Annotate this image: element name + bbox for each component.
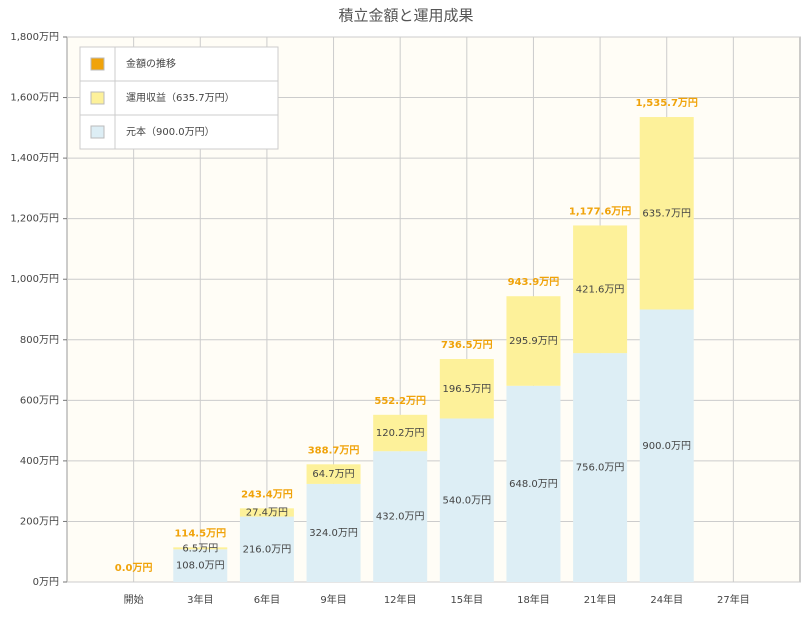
bar-segment (506, 296, 561, 386)
total-label: 552.2万円 (374, 395, 426, 407)
y-tick-label: 1,000万円 (10, 274, 59, 285)
segment-label: 120.2万円 (376, 428, 425, 439)
bar-segment (506, 385, 561, 582)
segment-label: 216.0万円 (243, 544, 292, 555)
x-tick-label: 6年目 (254, 593, 280, 606)
bar-segment (639, 117, 694, 310)
y-tick-label: 600万円 (20, 395, 59, 406)
bar-segment (306, 483, 361, 582)
x-tick-label: 開始 (124, 593, 144, 606)
chart-title: 積立金額と運用成果 (338, 7, 473, 25)
y-tick-label: 1,400万円 (10, 153, 59, 164)
y-tick-label: 1,800万円 (10, 32, 59, 43)
x-tick-label: 9年目 (320, 593, 346, 606)
segment-label: 432.0万円 (376, 512, 425, 523)
segment-label: 900.0万円 (642, 441, 691, 452)
legend-label: 運用収益（635.7万円） (126, 91, 235, 104)
legend-label: 元本（900.0万円） (126, 125, 215, 138)
bar-segment (173, 549, 228, 582)
total-label: 243.4万円 (241, 488, 293, 500)
legend-label: 金額の推移 (126, 57, 176, 70)
segment-label: 27.4万円 (246, 507, 288, 518)
bar-segment (373, 451, 428, 582)
segment-label: 6.5万円 (182, 543, 218, 554)
x-tick-label: 15年目 (450, 593, 483, 606)
x-tick-label: 3年目 (187, 593, 213, 606)
segment-label: 756.0万円 (576, 463, 625, 474)
x-tick-label: 12年目 (384, 593, 417, 606)
bar-segment (639, 309, 694, 582)
bar-segment (239, 508, 294, 517)
y-tick-label: 0万円 (33, 577, 59, 588)
segment-label: 64.7万円 (312, 469, 354, 480)
y-tick-label: 1,600万円 (10, 93, 59, 104)
segment-label: 540.0万円 (442, 495, 491, 506)
y-tick-label: 1,200万円 (10, 214, 59, 225)
bar-segment (173, 547, 228, 550)
segment-label: 635.7万円 (642, 208, 691, 219)
total-label: 0.0万円 (115, 562, 153, 574)
segment-label: 108.0万円 (176, 561, 225, 572)
x-tick-label: 18年目 (517, 593, 550, 606)
x-tick-label: 24年目 (650, 593, 683, 606)
bar-segment (306, 464, 361, 484)
bar-segment (439, 418, 494, 582)
segment-label: 196.5万円 (442, 384, 491, 395)
segment-label: 324.0万円 (309, 528, 358, 539)
total-label: 1,177.6万円 (569, 205, 631, 217)
bar-segment (573, 225, 628, 354)
y-tick-label: 800万円 (20, 335, 59, 346)
total-label: 736.5万円 (441, 339, 493, 351)
x-tick-label: 27年目 (717, 593, 750, 606)
total-label: 388.7万円 (308, 444, 360, 456)
bar-segment (373, 414, 428, 452)
segment-label: 421.6万円 (576, 284, 625, 295)
segment-label: 648.0万円 (509, 479, 558, 490)
total-label: 1,535.7万円 (636, 97, 698, 109)
bar-segment (239, 516, 294, 582)
y-tick-label: 200万円 (20, 516, 59, 527)
bar-segment (573, 353, 628, 582)
total-label: 943.9万円 (508, 276, 560, 288)
legend-swatch (90, 91, 105, 105)
x-tick-label: 21年目 (584, 593, 617, 606)
legend-swatch (90, 125, 105, 139)
legend-box (79, 46, 279, 150)
bar-segment (439, 359, 494, 419)
total-label: 114.5万円 (174, 527, 226, 539)
y-tick-label: 400万円 (20, 456, 59, 467)
legend-swatch (90, 57, 105, 71)
segment-label: 295.9万円 (509, 336, 558, 347)
